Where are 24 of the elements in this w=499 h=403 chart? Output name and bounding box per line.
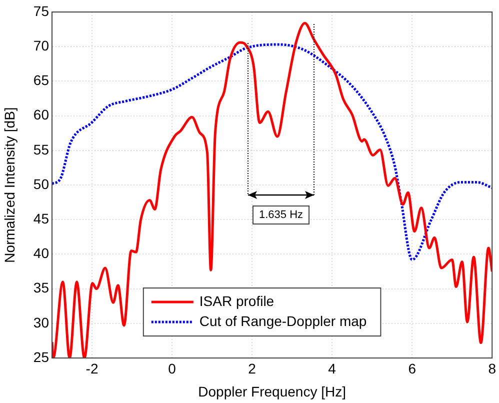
annotation: 1.635 Hz: [258, 209, 304, 222]
x-tick-label: 2: [248, 360, 256, 376]
x-tick-label: 8: [488, 360, 496, 376]
line-series: [52, 22, 492, 358]
line-series: [52, 43, 492, 261]
y-tick-label: 75: [33, 2, 50, 19]
x-tick-label: 4: [328, 360, 336, 376]
y-tick-label: 40: [33, 245, 50, 262]
y-tick-label: 65: [33, 72, 50, 88]
legend-label: ISAR profile: [199, 292, 274, 309]
y-tick-label: 35: [33, 280, 50, 296]
x-tick-label: 0: [168, 360, 176, 376]
x-axis-title: Doppler Frequency [Hz]: [198, 383, 346, 400]
y-tick-label: 45: [33, 210, 50, 226]
y-tick-label: 25: [33, 348, 50, 365]
legend-label: Cut of Range-Doppler map: [199, 312, 367, 329]
x-tick-label: 6: [408, 360, 416, 376]
x-tick-label: -2: [86, 360, 98, 376]
y-tick-label: 50: [33, 176, 50, 192]
y-tick-label: 55: [33, 141, 50, 158]
y-tick-label: 30: [33, 314, 50, 330]
y-tick-label: 60: [33, 106, 50, 123]
y-axis-title: Normalized Intensity [dB]: [1, 107, 18, 263]
y-tick-label: 70: [33, 37, 50, 54]
